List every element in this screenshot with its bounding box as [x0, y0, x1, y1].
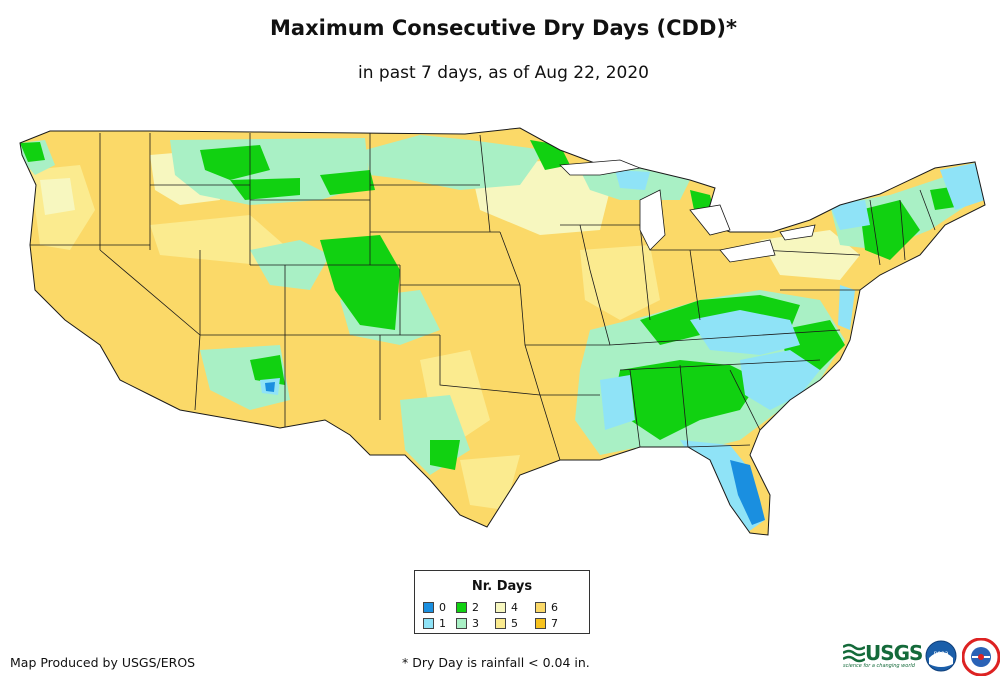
- dry-day-footnote: * Dry Day is rainfall < 0.04 in.: [402, 655, 590, 670]
- legend-item-7: 7: [535, 618, 558, 630]
- legend-swatch: [423, 618, 434, 629]
- legend-swatch: [535, 602, 546, 613]
- legend-swatch: [456, 602, 467, 613]
- map-title: Maximum Consecutive Dry Days (CDD)*: [270, 16, 737, 40]
- legend: Nr. Days 0 1 2 3 4 5 6 7: [414, 570, 590, 634]
- noaa-logo: noaa: [925, 640, 957, 672]
- legend-label: 2: [472, 601, 479, 614]
- noaa-logo-text: noaa: [934, 650, 949, 657]
- legend-label: 1: [439, 617, 446, 630]
- cdd-1-day-area: [260, 163, 985, 532]
- legend-label: 3: [472, 617, 479, 630]
- nws-logo: [962, 638, 1000, 676]
- usgs-logo: USGS science for a changing world: [842, 641, 923, 669]
- cdd-0-day-area: [265, 382, 765, 525]
- legend-label: 0: [439, 601, 446, 614]
- legend-item-2: 2: [456, 602, 479, 614]
- usgs-tagline: science for a changing world: [843, 663, 915, 669]
- legend-item-5: 5: [495, 618, 518, 630]
- legend-swatch: [535, 618, 546, 629]
- legend-label: 7: [551, 617, 558, 630]
- legend-swatch: [495, 618, 506, 629]
- legend-item-6: 6: [535, 602, 558, 614]
- legend-title: Nr. Days: [471, 579, 533, 594]
- cdd-map: [19, 127, 986, 536]
- legend-item-1: 1: [423, 618, 446, 630]
- legend-swatch: [495, 602, 506, 613]
- legend-label: 5: [511, 617, 518, 630]
- legend-label: 6: [551, 601, 558, 614]
- map-subtitle: in past 7 days, as of Aug 22, 2020: [358, 63, 649, 83]
- legend-item-3: 3: [456, 618, 479, 630]
- legend-swatch: [423, 602, 434, 613]
- legend-label: 4: [511, 601, 518, 614]
- usgs-wordmark: USGS: [865, 641, 923, 665]
- legend-swatch: [456, 618, 467, 629]
- great-lakes: [559, 159, 816, 263]
- legend-item-0: 0: [423, 602, 446, 614]
- legend-item-4: 4: [495, 602, 518, 614]
- map-credit: Map Produced by USGS/EROS: [10, 655, 196, 670]
- usgs-wave-icon: [842, 643, 866, 663]
